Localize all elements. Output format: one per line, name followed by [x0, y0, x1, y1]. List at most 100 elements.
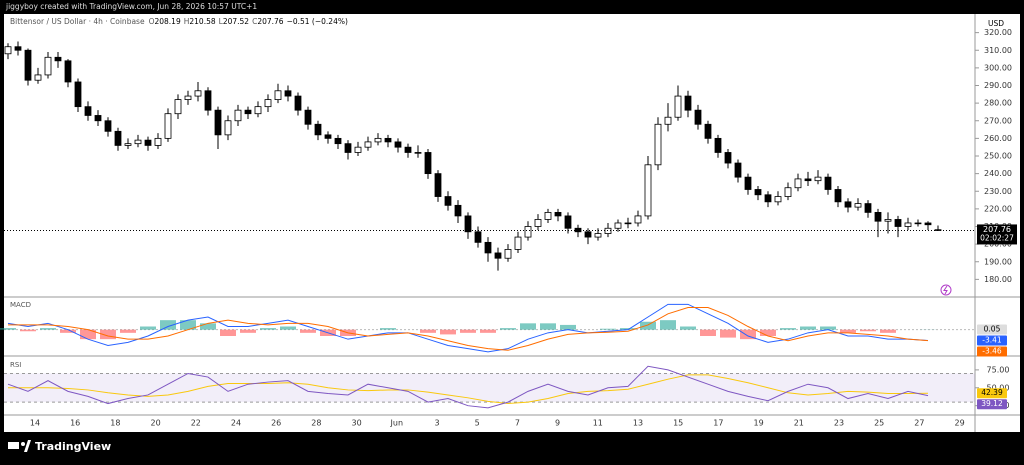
- candle-body: [584, 231, 592, 238]
- candle-body: [534, 219, 542, 227]
- candle-body: [274, 90, 282, 100]
- histogram-bar: [160, 320, 176, 330]
- candle-body: [554, 211, 562, 217]
- candle-body: [234, 109, 242, 122]
- ohlc-letter: H: [184, 17, 190, 26]
- candle-body: [224, 120, 232, 136]
- candle-body: [504, 249, 512, 259]
- histogram-bar: [460, 329, 476, 333]
- alert-icon: [940, 284, 952, 296]
- y-tick-label: 190.00: [984, 257, 1012, 266]
- credit: jiggyboy created with TradingView.com, J…: [5, 2, 257, 11]
- candle-body: [454, 204, 462, 217]
- histogram-bar: [100, 329, 116, 340]
- histogram-bar: [680, 326, 696, 330]
- histogram-bar: [60, 329, 76, 333]
- candle-body: [774, 196, 782, 203]
- candle-body: [874, 211, 882, 222]
- chart-area: [4, 14, 1020, 432]
- ohlc-value: 208.19: [154, 17, 180, 26]
- y-tick-label: 180.00: [984, 275, 1012, 284]
- histogram-bar: [660, 320, 676, 330]
- candle-body: [724, 152, 732, 164]
- candle-body: [324, 134, 332, 139]
- y-tick-label: 280.00: [984, 99, 1012, 108]
- candle-body: [804, 178, 812, 182]
- candle-body: [754, 189, 762, 196]
- candle-body: [304, 109, 312, 125]
- ohlc-value: 207.52: [223, 17, 249, 26]
- value-label: -3.41: [982, 336, 1002, 345]
- candle-body: [564, 215, 572, 229]
- candle-body: [904, 222, 912, 227]
- candle-body: [834, 189, 842, 203]
- histogram-bar: [760, 329, 776, 336]
- candle-body: [814, 176, 822, 182]
- histogram-bar: [40, 328, 56, 330]
- candle-body: [204, 90, 212, 111]
- value-label: -3.46: [982, 347, 1002, 356]
- histogram-bar: [620, 328, 636, 330]
- indicator-line: [8, 307, 929, 351]
- indicator-line: [8, 374, 929, 405]
- histogram-bar: [600, 328, 616, 330]
- candle-body: [104, 120, 112, 132]
- candle-body: [794, 178, 802, 189]
- candle-body: [664, 116, 672, 125]
- candle-body: [924, 222, 932, 226]
- x-tick-label: 27: [914, 419, 924, 428]
- value-box: [977, 399, 1007, 410]
- candle-body: [764, 194, 772, 203]
- x-tick-label: 9: [555, 419, 560, 428]
- histogram-bar: [860, 329, 876, 332]
- candle-body: [184, 95, 192, 100]
- y-tick-label: 270.00: [984, 116, 1012, 125]
- candle-body: [64, 60, 72, 83]
- candle-body: [424, 152, 432, 175]
- candle-body: [514, 236, 522, 250]
- histogram-bar: [240, 329, 256, 333]
- histogram-bar: [440, 329, 456, 335]
- x-tick-label: 23: [834, 419, 844, 428]
- candle-body: [314, 123, 322, 136]
- candle-body: [44, 56, 52, 76]
- ohlc-letter: O: [149, 17, 155, 26]
- histogram-bar: [0, 328, 16, 330]
- x-tick-label: 19: [754, 419, 764, 428]
- candle-body: [354, 146, 362, 153]
- candle-body: [264, 99, 272, 108]
- candle-body: [474, 231, 482, 243]
- candle-body: [364, 141, 372, 148]
- ohlc-line: Bittensor / US Dollar · 4h · Coinbase O20…: [10, 17, 348, 26]
- candle-body: [334, 137, 342, 145]
- candle-body: [484, 241, 492, 254]
- candle-body: [244, 109, 252, 115]
- candle-body: [14, 46, 22, 51]
- x-tick-label: 20: [151, 419, 161, 428]
- candle-body: [654, 123, 662, 166]
- x-tick-label: 15: [673, 419, 683, 428]
- candle-body: [404, 146, 412, 153]
- candle-body: [4, 46, 12, 55]
- histogram-bar: [200, 323, 216, 330]
- y-tick-label: 240.00: [984, 169, 1012, 178]
- candle-body: [414, 152, 422, 154]
- y-tick-label: 230.00: [984, 187, 1012, 196]
- candle-body: [164, 113, 172, 139]
- histogram-bar: [560, 324, 576, 330]
- histogram-bar: [280, 326, 296, 330]
- pane-title: RSI: [10, 361, 21, 369]
- ohlc-value: 210.58: [189, 17, 215, 26]
- candle-body: [694, 109, 702, 125]
- ohlc-letter: L: [219, 17, 224, 26]
- x-tick-label: 30: [352, 419, 362, 428]
- histogram-bar: [780, 328, 796, 330]
- histogram-bar: [880, 329, 896, 333]
- candle-body: [594, 233, 602, 238]
- candle-body: [214, 109, 222, 136]
- value-label: 0.05: [984, 325, 1001, 334]
- candle-body: [344, 143, 352, 153]
- candle-body: [714, 137, 722, 153]
- candle-body: [384, 137, 392, 143]
